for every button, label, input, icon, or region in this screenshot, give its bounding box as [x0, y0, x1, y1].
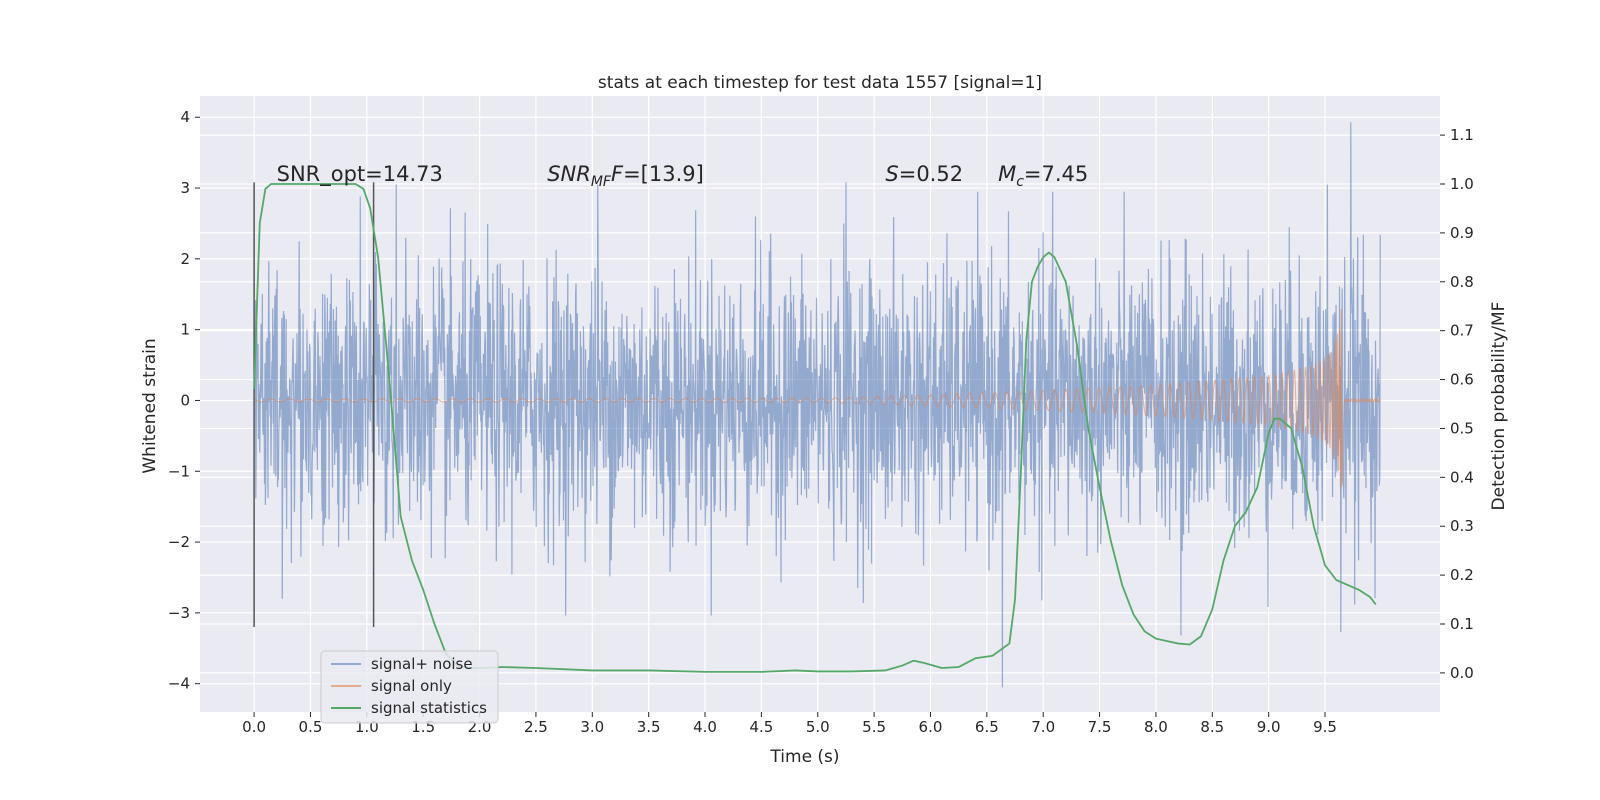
- x-axis-label: Time (s): [769, 747, 839, 767]
- y2-tick-label: 0.0: [1450, 664, 1474, 682]
- x-tick-label: 4.0: [693, 718, 717, 736]
- right-y-axis-ticks: 0.0 0.1 0.2 0.3 0.4 0.5 0.6 0.7 0.8 0.9 1.0 1.1: [1440, 126, 1474, 682]
- signal-statistics-series: [253, 183, 1377, 673]
- signal-only-line: [253, 309, 1381, 489]
- signal-statistics-line: [253, 183, 1377, 673]
- y2-tick-label: 0.4: [1450, 468, 1474, 486]
- y-tick-label: −2: [168, 533, 190, 551]
- annotation-3: Mc=7.45: [998, 162, 1088, 190]
- x-tick-label: 7.0: [1031, 718, 1055, 736]
- x-axis-ticks: 0.0 0.5 1.0 1.5 2.0 2.5 3.0 3.5 4.0 4.5 5.0 5.5 6.0 6…: [242, 712, 1337, 736]
- annotation-1: SNRMFF=[13.9]: [547, 162, 704, 190]
- y2-tick-label: 0.5: [1450, 419, 1474, 437]
- x-tick-label: 5.5: [862, 718, 886, 736]
- signal-plus-noise-line: [253, 122, 1381, 688]
- y2-tick-label: 1.1: [1450, 126, 1474, 144]
- y2-tick-label: 0.2: [1450, 566, 1474, 584]
- y-axis-label: Whitened strain: [140, 338, 160, 473]
- y2-tick-label: 0.3: [1450, 517, 1474, 535]
- y-tick-label: 0: [180, 391, 190, 409]
- x-tick-label: 7.5: [1088, 718, 1112, 736]
- y2-tick-label: 0.7: [1450, 322, 1474, 340]
- legend-label-signal-statistics: signal statistics: [371, 699, 487, 717]
- x-tick-label: 6.5: [975, 718, 999, 736]
- x-tick-label: 3.0: [580, 718, 604, 736]
- chart-annotations: SNR_opt=14.73 SNRMFF=[13.9] S=0.52 Mc=7.45: [277, 162, 1089, 190]
- y-tick-label: 3: [180, 179, 190, 197]
- x-tick-label: 2.5: [524, 718, 548, 736]
- chart-title: stats at each timestep for test data 155…: [598, 73, 1042, 93]
- y2-axis-label: Detection probability/MF: [1489, 302, 1509, 511]
- x-tick-label: 9.5: [1313, 718, 1337, 736]
- y2-tick-label: 0.1: [1450, 615, 1474, 633]
- left-y-axis-ticks: −4 −3 −2 −1 0 1 2 3 4: [168, 108, 200, 693]
- x-tick-label: 4.5: [749, 718, 773, 736]
- x-tick-label: 8.5: [1200, 718, 1224, 736]
- annotation-2: S=0.52: [885, 162, 963, 186]
- legend-label-signal-only: signal only: [371, 677, 452, 695]
- x-tick-label: 3.5: [637, 718, 661, 736]
- y-tick-label: −4: [168, 675, 190, 693]
- signal-only-series: [253, 309, 1381, 489]
- x-tick-label: 0.0: [242, 718, 266, 736]
- y2-tick-label: 0.9: [1450, 224, 1474, 242]
- x-tick-label: 0.5: [299, 718, 323, 736]
- y-tick-label: −1: [168, 462, 190, 480]
- legend: signal+ noise signal only signal statist…: [320, 650, 499, 724]
- legend-frame: [320, 650, 499, 724]
- legend-label-signal-plus-noise: signal+ noise: [371, 655, 473, 673]
- y2-tick-label: 0.8: [1450, 273, 1474, 291]
- y2-tick-label: 1.0: [1450, 175, 1474, 193]
- y2-tick-label: 0.6: [1450, 371, 1474, 389]
- y-tick-label: −3: [168, 604, 190, 622]
- signal-plus-noise-series: [253, 122, 1381, 688]
- y-tick-label: 4: [180, 108, 190, 126]
- x-tick-label: 6.0: [919, 718, 943, 736]
- y-tick-label: 2: [180, 250, 190, 268]
- annotation-0: SNR_opt=14.73: [277, 162, 443, 187]
- x-tick-label: 5.0: [806, 718, 830, 736]
- x-tick-label: 8.0: [1144, 718, 1168, 736]
- x-tick-label: 9.0: [1257, 718, 1281, 736]
- y-tick-label: 1: [180, 321, 190, 339]
- window-marker-lines: [253, 182, 375, 628]
